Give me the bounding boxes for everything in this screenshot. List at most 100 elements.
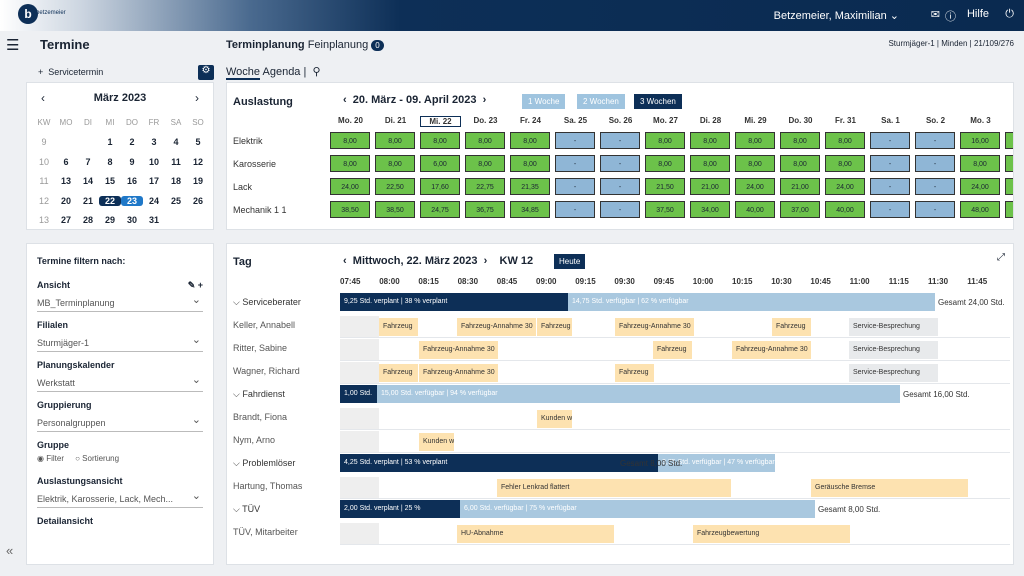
appointment[interactable]: Fahrzeug xyxy=(772,318,812,336)
auslastung-cell[interactable]: 8,00 xyxy=(1005,155,1013,172)
power-icon[interactable]: ⏻ xyxy=(1005,8,1014,20)
auslastung-cell[interactable]: 24,00 xyxy=(825,178,865,195)
day-header[interactable]: Di. xyxy=(1005,116,1013,125)
appointment[interactable]: HU-Abnahme xyxy=(457,525,615,543)
auslastung-cell[interactable]: 8,00 xyxy=(465,132,505,149)
appointment[interactable]: Kunden w xyxy=(537,410,573,428)
day-header[interactable]: Fr. 24 xyxy=(520,116,541,125)
auslastung-select[interactable]: Elektrik, Karosserie, Lack, Mech... xyxy=(37,489,203,508)
auslastung-cell[interactable]: 8,00 xyxy=(510,155,550,172)
auslastung-cell[interactable]: - xyxy=(600,132,640,149)
calendar-day[interactable]: 14 xyxy=(82,176,93,187)
settings-icon[interactable]: ⚙ xyxy=(198,65,214,80)
auslastung-cell[interactable]: - xyxy=(870,201,910,218)
appointment[interactable]: Fahrzeug-Annahme 30 xyxy=(732,341,812,359)
appointment[interactable]: Fahrzeug xyxy=(615,364,655,382)
appointment[interactable]: Service-Besprechung xyxy=(849,341,939,359)
info-icon[interactable]: ⓘ xyxy=(945,11,956,23)
auslastung-cell[interactable]: - xyxy=(870,155,910,172)
calendar-day[interactable]: 5 xyxy=(195,137,201,148)
appointment[interactable]: Fahrzeug xyxy=(653,341,693,359)
auslastung-cell[interactable]: 24,00 xyxy=(330,178,370,195)
appointment[interactable]: Fahrzeug-Annahme 30 xyxy=(615,318,695,336)
auslastung-cell[interactable]: 24,00 xyxy=(735,178,775,195)
auslastung-cell[interactable]: 38,50 xyxy=(330,201,370,218)
calendar-day[interactable]: 2 xyxy=(129,137,135,148)
prev-month-icon[interactable]: ‹ xyxy=(41,91,45,105)
auslastung-cell[interactable]: - xyxy=(555,201,595,218)
auslastung-cell[interactable]: 8,00 xyxy=(690,155,730,172)
ansicht-select[interactable]: MB_Terminplanung xyxy=(37,293,203,312)
timeline-row[interactable] xyxy=(340,431,1010,453)
auslastung-cell[interactable]: - xyxy=(870,132,910,149)
auslastung-cell[interactable]: 8,00 xyxy=(465,155,505,172)
calendar-day[interactable]: 22 xyxy=(99,195,121,206)
auslastung-cell[interactable]: - xyxy=(600,201,640,218)
auslastung-cell[interactable]: 21,50 xyxy=(645,178,685,195)
auslastung-cell[interactable]: 8,00 xyxy=(510,132,550,149)
auslastung-cell[interactable]: - xyxy=(915,155,955,172)
search-icon[interactable]: ⚲ xyxy=(312,66,321,78)
calendar-day[interactable]: 20 xyxy=(60,195,71,206)
auslastung-cell[interactable]: 8,00 xyxy=(780,132,820,149)
filialen-select[interactable]: Sturmjäger-1 xyxy=(37,333,203,352)
appointment[interactable]: Kunden w xyxy=(419,433,455,451)
auslastung-cell[interactable]: 17,60 xyxy=(420,178,460,195)
auslastung-cell[interactable]: 8,00 xyxy=(690,132,730,149)
auslastung-cell[interactable]: 24,75 xyxy=(420,201,460,218)
gruppierung-select[interactable]: Personalgruppen xyxy=(37,413,203,432)
auslastung-cell[interactable]: 8,00 xyxy=(645,155,685,172)
calendar-day[interactable]: 27 xyxy=(60,215,71,226)
appointment[interactable]: Fahrzeug-Annahme 30 xyxy=(419,364,499,382)
auslastung-cell[interactable]: 8,00 xyxy=(960,155,1000,172)
auslastung-cell[interactable]: 21,00 xyxy=(690,178,730,195)
mail-icon[interactable]: ✉ xyxy=(930,9,940,21)
calendar-day[interactable]: 23 xyxy=(121,195,143,206)
calendar-day[interactable]: 3 xyxy=(151,137,157,148)
day-header[interactable]: So. 26 xyxy=(608,116,633,125)
auslastung-cell[interactable]: 40,00 xyxy=(735,201,775,218)
auslastung-cell[interactable]: - xyxy=(555,178,595,195)
tab-agenda[interactable]: Agenda xyxy=(262,66,301,78)
calendar-day[interactable]: 29 xyxy=(104,215,115,226)
calendar-day[interactable]: 1 xyxy=(107,137,113,148)
calendar-day[interactable]: 31 xyxy=(148,215,159,226)
appointment[interactable]: Service-Besprechung xyxy=(849,364,939,382)
day-header[interactable]: So. 2 xyxy=(925,116,946,125)
appointment[interactable]: Fahrzeug-Annahme 30 xyxy=(457,318,537,336)
auslastung-cell[interactable]: - xyxy=(600,155,640,172)
auslastung-cell[interactable]: 8,00 xyxy=(375,155,415,172)
calendar-day[interactable]: 18 xyxy=(170,176,181,187)
appointment[interactable]: Geräusche Bremse xyxy=(811,479,969,497)
appointment[interactable]: Fahrzeug xyxy=(537,318,573,336)
tab-woche[interactable]: Woche xyxy=(226,66,261,80)
appointment[interactable]: Fahrzeug xyxy=(379,364,419,382)
auslastung-cell[interactable]: 16,00 xyxy=(1005,132,1013,149)
auslastung-cell[interactable]: 24,00 xyxy=(1005,178,1013,195)
auslastung-cell[interactable]: 8,00 xyxy=(420,132,460,149)
auslastung-cell[interactable]: 21,00 xyxy=(780,178,820,195)
planungskalender-select[interactable]: Werkstatt xyxy=(37,373,203,392)
group-header[interactable]: ⌵ Problemlöser xyxy=(233,458,296,468)
tab-feinplanung[interactable]: Feinplanung xyxy=(307,39,369,51)
auslastung-cell[interactable]: 8,00 xyxy=(375,132,415,149)
expand-icon[interactable]: ⤢ xyxy=(997,252,1005,263)
day-header[interactable]: Mo. 27 xyxy=(653,116,678,125)
auslastung-cell[interactable]: 37,50 xyxy=(645,201,685,218)
auslastung-cell[interactable]: - xyxy=(555,132,595,149)
day-header[interactable]: Mi. 29 xyxy=(744,116,767,125)
auslastung-cell[interactable]: 22,50 xyxy=(375,178,415,195)
calendar-day[interactable]: 21 xyxy=(82,195,93,206)
day-header[interactable]: Do. 30 xyxy=(788,116,813,125)
auslastung-cell[interactable]: 37,00 xyxy=(780,201,820,218)
calendar-day[interactable]: 4 xyxy=(173,137,179,148)
group-header[interactable]: ⌵ TÜV xyxy=(233,504,261,514)
auslastung-cell[interactable]: - xyxy=(870,178,910,195)
appointment[interactable]: Fahrzeugbewertung xyxy=(693,525,851,543)
auslastung-cell[interactable]: 8,00 xyxy=(735,155,775,172)
calendar-day[interactable]: 8 xyxy=(107,156,113,167)
day-header[interactable]: Mo. 20 xyxy=(338,116,363,125)
new-servicetermin-button[interactable]: + Servicetermin xyxy=(38,67,104,77)
auslastung-cell[interactable]: 40,00 xyxy=(825,201,865,218)
auslastung-cell[interactable]: 48,00 xyxy=(960,201,1000,218)
